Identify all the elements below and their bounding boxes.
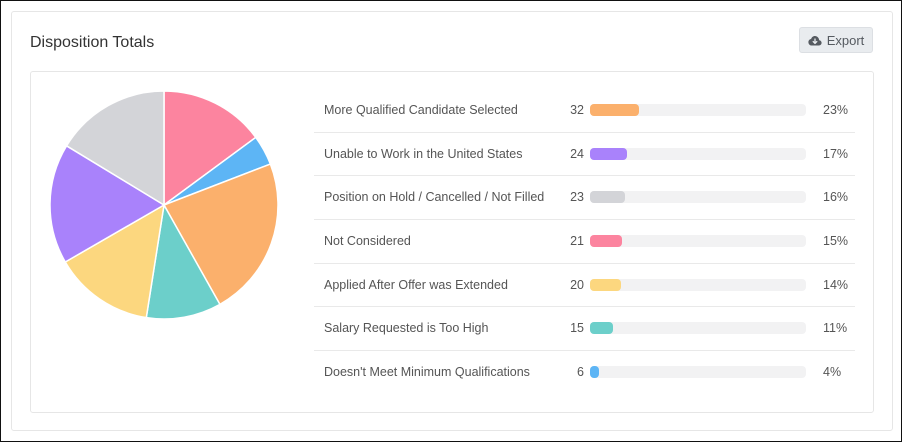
legend-count: 20: [570, 277, 584, 292]
bar-unable-to-work-in-the-united-states: [590, 147, 628, 160]
bar-track: [590, 104, 806, 116]
legend-percent: 4%: [823, 365, 842, 380]
bar-track: [590, 322, 806, 335]
legend-label: Doesn't Meet Minimum Qualifications: [324, 365, 530, 380]
bar-track: [590, 191, 806, 204]
legend-row-unable-to-work-in-the-united-states: Unable to Work in the United States 24 17%: [314, 133, 855, 177]
legend-percent: 17%: [823, 146, 849, 161]
legend-count: 6: [577, 365, 584, 380]
legend-label: Applied After Offer was Extended: [324, 277, 508, 292]
pie-slice-position-on-hold-cancelled-not-filled: [65, 90, 165, 206]
legend-count: 23: [570, 190, 584, 205]
export-button[interactable]: Export: [799, 27, 873, 53]
bar-doesn-t-meet-minimum-qualifications: [590, 366, 600, 379]
legend-label: Salary Requested is Too High: [324, 321, 489, 336]
legend-percent: 23%: [823, 103, 849, 117]
legend-row-not-considered: Not Considered 21 15%: [314, 220, 855, 264]
legend-count: 32: [570, 103, 584, 117]
export-label: Export: [826, 32, 865, 48]
card-title: Disposition Totals: [30, 34, 155, 51]
legend-percent: 16%: [823, 190, 849, 205]
legend-table: More Qualified Candidate Selected 32 23% Un…: [314, 89, 855, 395]
legend-count: 24: [570, 146, 584, 161]
legend-count: 21: [570, 234, 584, 249]
legend-row-position-on-hold-cancelled-not-filled: Position on Hold / Cancelled / Not Fille…: [314, 176, 855, 221]
legend-label: Not Considered: [324, 234, 411, 249]
legend-count: 15: [570, 321, 584, 336]
legend-percent: 11%: [823, 321, 848, 336]
pie-slice-applied-after-offer-was-extended: [64, 204, 165, 319]
bar-track: [590, 278, 806, 291]
bar-not-considered: [590, 235, 623, 248]
bar-track: [590, 366, 806, 379]
bar-salary-requested-is-too-high: [590, 322, 614, 335]
pie-slice-more-qualified-candidate-selected: [163, 163, 279, 306]
bar-more-qualified-candidate-selected: [590, 104, 640, 116]
bar-applied-after-offer-was-extended: [590, 278, 621, 291]
legend-percent: 14%: [823, 277, 849, 292]
pie-chart-svg: [49, 90, 279, 320]
chart-panel: More Qualified Candidate Selected 32 23% Un…: [30, 71, 874, 413]
bar-position-on-hold-cancelled-not-filled: [590, 191, 626, 204]
legend-label: Unable to Work in the United States: [324, 146, 523, 161]
pie-slice-not-considered: [163, 90, 257, 206]
legend-label: More Qualified Candidate Selected: [324, 103, 518, 117]
pie-slice-salary-requested-is-too-high: [145, 204, 221, 320]
disposition-totals-card: Disposition Totals Export More Qualified…: [11, 11, 893, 431]
legend-percent: 15%: [823, 234, 849, 249]
legend-label: Position on Hold / Cancelled / Not Fille…: [324, 190, 545, 205]
bar-track: [590, 235, 806, 248]
legend-row-doesn-t-meet-minimum-qualifications: Doesn't Meet Minimum Qualifications 6 4%: [314, 351, 855, 395]
bar-track: [590, 147, 806, 160]
legend-row-more-qualified-candidate-selected: More Qualified Candidate Selected 32 23%: [314, 89, 855, 133]
pie-chart: [48, 89, 280, 321]
cloud-download-icon: [808, 35, 822, 45]
legend-row-applied-after-offer-was-extended: Applied After Offer was Extended 20 14%: [314, 264, 855, 308]
pie-slice-unable-to-work-in-the-united-states: [49, 145, 165, 263]
legend-row-salary-requested-is-too-high: Salary Requested is Too High 15 11%: [314, 307, 855, 352]
